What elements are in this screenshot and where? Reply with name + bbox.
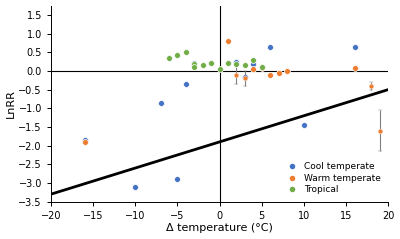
Point	[242, 63, 248, 67]
Point	[301, 123, 307, 127]
Point	[82, 140, 88, 144]
Point	[82, 138, 88, 142]
Point	[174, 177, 181, 181]
Point	[200, 63, 206, 67]
Point	[284, 69, 290, 73]
X-axis label: Δ temperature (°C): Δ temperature (°C)	[166, 223, 273, 234]
Point	[250, 62, 256, 66]
Point	[276, 71, 282, 75]
Legend: Cool temperate, Warm temperate, Tropical: Cool temperate, Warm temperate, Tropical	[281, 159, 384, 197]
Point	[351, 45, 358, 49]
Point	[258, 65, 265, 69]
Point	[191, 61, 198, 65]
Point	[233, 62, 240, 66]
Point	[250, 59, 256, 62]
Point	[183, 50, 189, 54]
Point	[157, 101, 164, 105]
Point	[225, 61, 231, 65]
Point	[191, 62, 198, 66]
Point	[267, 45, 274, 49]
Point	[225, 39, 231, 43]
Point	[258, 66, 265, 70]
Point	[250, 67, 256, 71]
Point	[183, 82, 189, 86]
Y-axis label: LnRR: LnRR	[6, 89, 16, 118]
Point	[233, 60, 240, 64]
Point	[267, 73, 274, 76]
Point	[216, 67, 223, 71]
Point	[174, 53, 181, 57]
Point	[242, 75, 248, 78]
Point	[258, 65, 265, 69]
Point	[191, 65, 198, 69]
Point	[166, 56, 172, 60]
Point	[351, 66, 358, 70]
Point	[208, 61, 214, 65]
Point	[132, 185, 138, 189]
